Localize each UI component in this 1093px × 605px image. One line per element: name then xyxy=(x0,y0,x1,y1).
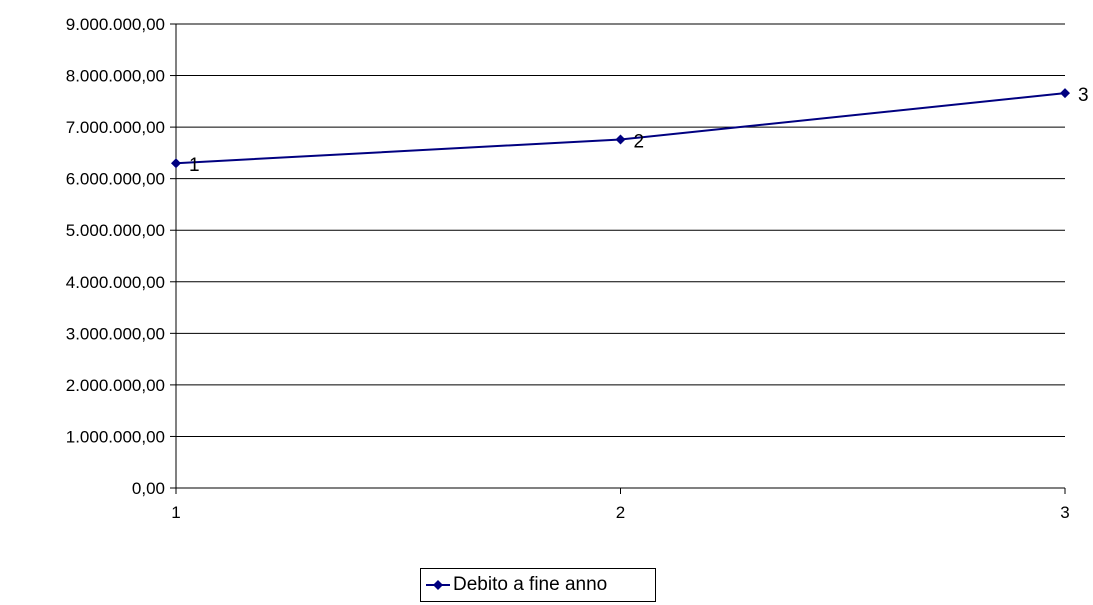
y-tick-label: 9.000.000,00 xyxy=(66,15,165,34)
data-point xyxy=(615,134,626,145)
axes xyxy=(170,23,1066,494)
y-tick-label: 6.000.000,00 xyxy=(66,170,165,189)
data-point xyxy=(171,158,181,169)
series-line xyxy=(175,92,1066,165)
y-tick-label: 4.000.000,00 xyxy=(66,273,165,292)
y-tick-label: 0,00 xyxy=(132,479,165,498)
y-tick-label: 8.000.000,00 xyxy=(66,67,165,86)
line-chart: 0,00 1.000.000,00 2.000.000,00 3.000.000,00… xyxy=(66,15,1089,522)
data-label: 3 xyxy=(1078,85,1089,106)
legend-marker-icon xyxy=(426,580,450,590)
data-point xyxy=(1060,88,1070,99)
y-tick-label: 2.000.000,00 xyxy=(66,376,165,395)
gridlines xyxy=(176,23,1065,437)
x-tick-label: 1 xyxy=(171,503,180,522)
legend: Debito a fine anno xyxy=(420,568,656,602)
x-tick-labels: 1 2 3 xyxy=(171,503,1069,522)
data-label: 1 xyxy=(189,155,200,176)
data-label: 2 xyxy=(634,131,645,152)
y-tick-labels: 0,00 1.000.000,00 2.000.000,00 3.000.000,00… xyxy=(66,15,165,498)
x-tick-label: 2 xyxy=(616,503,625,522)
y-tick-label: 5.000.000,00 xyxy=(66,221,165,240)
y-tick-label: 3.000.000,00 xyxy=(66,324,165,343)
series-layer: 1 2 3 xyxy=(171,85,1089,176)
legend-label: Debito a fine anno xyxy=(453,574,608,595)
y-tick-label: 7.000.000,00 xyxy=(66,118,165,137)
y-tick-label: 1.000.000,00 xyxy=(66,427,165,446)
x-tick-label: 3 xyxy=(1060,503,1069,522)
